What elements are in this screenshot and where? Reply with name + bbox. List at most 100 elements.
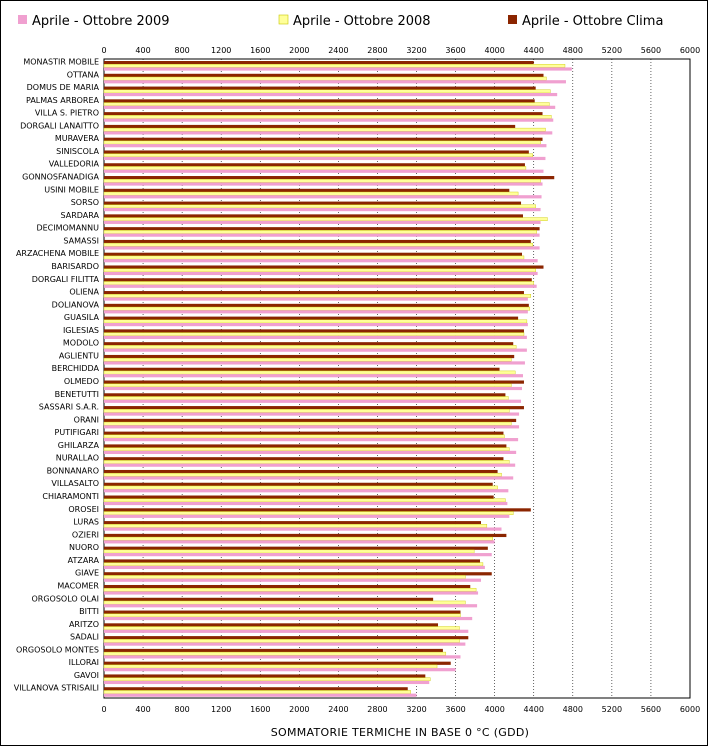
bar <box>104 438 519 442</box>
category-label: MURAVERA <box>55 134 100 143</box>
bar <box>103 409 510 413</box>
bar <box>104 271 538 276</box>
bar <box>104 457 504 461</box>
bar <box>103 255 525 260</box>
bottom-tick-label: 0 <box>101 705 106 714</box>
bar <box>103 536 493 541</box>
bar <box>104 476 514 480</box>
bar <box>104 284 537 288</box>
bottom-tick-label: 5600 <box>641 705 661 714</box>
bar <box>104 246 540 250</box>
bar <box>104 489 509 493</box>
bar <box>104 610 461 614</box>
bar <box>104 450 517 454</box>
bar <box>103 76 547 81</box>
category-label: PALMAS ARBOREA <box>26 96 100 105</box>
bar <box>104 565 485 570</box>
bottom-tick-label: 4400 <box>524 705 544 714</box>
category-label: OLMEDO <box>64 377 99 386</box>
bar <box>103 664 438 669</box>
bar <box>104 668 456 672</box>
bar <box>104 323 528 327</box>
bar <box>104 412 520 416</box>
bottom-tick-label: 4000 <box>484 705 504 714</box>
top-tick-label: 2000 <box>289 46 309 55</box>
bar <box>104 578 481 582</box>
bar <box>103 677 431 682</box>
legend-label: Aprile - Ottobre 2008 <box>293 14 431 29</box>
bar <box>104 335 527 339</box>
category-label: VILLANOVA STRISAILI <box>14 684 99 693</box>
bar <box>104 169 544 173</box>
bar <box>103 587 477 592</box>
legend-swatch <box>278 14 289 25</box>
bar <box>103 63 566 68</box>
category-label: DORGALI LANAITTO <box>20 121 99 130</box>
category-label: OTTANA <box>67 70 100 79</box>
bar <box>104 252 523 256</box>
category-label: ARITZO <box>69 620 99 629</box>
bar <box>104 201 522 205</box>
bar <box>104 348 527 352</box>
bar <box>104 310 528 314</box>
bar <box>103 472 502 477</box>
bar <box>104 278 532 282</box>
bar <box>104 501 508 506</box>
category-label: ORGOSOLO MONTES <box>16 645 99 654</box>
bar <box>104 540 495 544</box>
bar <box>103 153 533 158</box>
category-label: GAVOI <box>74 671 99 680</box>
category-label: ORGOSOLO OLAI <box>31 594 99 603</box>
bottom-tick-label: 6000 <box>680 705 700 714</box>
bar <box>104 163 525 167</box>
bar <box>104 259 538 263</box>
bar <box>104 73 544 77</box>
bar <box>104 482 493 486</box>
bar <box>103 524 488 528</box>
legend: Aprile - Ottobre 2009 Aprile - Ottobre 20… <box>18 14 663 29</box>
bar <box>103 370 516 375</box>
category-label: DECIMOMANNU <box>36 224 99 233</box>
bar <box>104 533 507 538</box>
bar <box>103 434 505 439</box>
bar <box>104 367 500 371</box>
category-label: BENETUTTI <box>55 390 99 399</box>
bar <box>104 386 523 391</box>
bar <box>104 220 541 224</box>
bar <box>104 105 556 109</box>
bar <box>103 268 536 273</box>
top-tick-label: 3200 <box>406 46 426 55</box>
bar <box>104 207 541 212</box>
bar <box>104 469 498 474</box>
category-label: PUTIFIGARI <box>55 428 99 437</box>
bar <box>103 242 533 247</box>
category-label: DORGALI FILITTA <box>32 275 100 284</box>
bar <box>104 584 471 589</box>
bar <box>103 460 510 464</box>
bar <box>103 639 460 643</box>
bottom-tick-label: 3200 <box>406 705 426 714</box>
bar <box>104 176 555 180</box>
x-axis-title: SOMMATORIE TERMICHE IN BASE 0 °C (GDD) <box>271 726 530 739</box>
bar <box>103 447 510 452</box>
bar <box>103 485 498 490</box>
bar <box>104 380 524 384</box>
bar <box>104 393 506 397</box>
bar <box>103 217 548 221</box>
bottom-tick-label: 3600 <box>445 705 465 714</box>
category-label: AGLIENTU <box>59 351 99 360</box>
bar <box>104 521 481 525</box>
bar <box>104 431 504 435</box>
bar <box>104 188 510 192</box>
bar <box>103 306 531 311</box>
category-label: SADALI <box>70 633 99 642</box>
bottom-tick-label: 5200 <box>602 705 622 714</box>
bar <box>104 61 534 65</box>
bar <box>104 374 523 378</box>
category-label: GONNOSFANADIGA <box>22 173 99 182</box>
bar <box>104 655 461 659</box>
bar <box>103 383 512 388</box>
bars <box>103 61 572 697</box>
